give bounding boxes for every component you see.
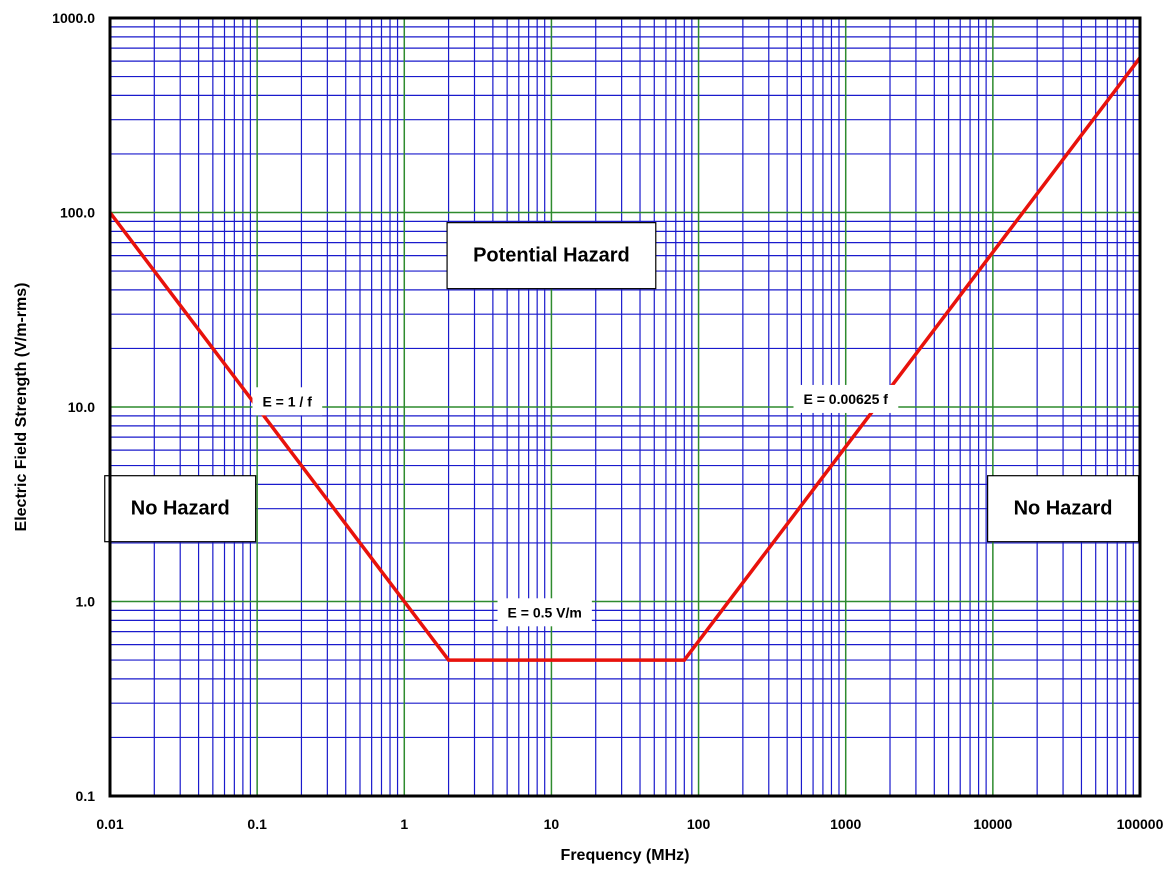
y-tick-label: 1.0 bbox=[76, 594, 96, 610]
x-tick-label: 100000 bbox=[1117, 816, 1164, 832]
equation-label-bg bbox=[497, 598, 592, 627]
y-tick-label: 1000.0 bbox=[52, 10, 95, 26]
y-axis-title: Electric Field Strength (V/m-rms) bbox=[13, 283, 30, 532]
equation-label-bg bbox=[793, 384, 899, 413]
region-label: Potential Hazard bbox=[446, 222, 657, 290]
region-label-box bbox=[446, 222, 657, 290]
y-tick-label: 10.0 bbox=[68, 399, 95, 415]
region-label-text: No Hazard bbox=[1014, 498, 1113, 520]
region-label-box bbox=[987, 475, 1140, 543]
x-tick-label: 1 bbox=[400, 816, 408, 832]
x-axis-title: Frequency (MHz) bbox=[561, 847, 690, 864]
region-label: No Hazard bbox=[104, 475, 257, 543]
region-label: No Hazard bbox=[987, 475, 1140, 543]
x-tick-label: 10000 bbox=[973, 816, 1012, 832]
y-tick-label: 100.0 bbox=[60, 205, 95, 221]
x-tick-label: 0.1 bbox=[247, 816, 267, 832]
equation-label: E = 0.5 V/m bbox=[497, 598, 592, 627]
equation-label-text: E = 0.5 V/m bbox=[508, 604, 582, 620]
region-label-text: No Hazard bbox=[131, 498, 230, 520]
x-tick-label: 100 bbox=[687, 816, 711, 832]
annotation-layer: Potential Hazard No Hazard No Hazard E = 1 … bbox=[104, 222, 1140, 627]
x-tick-labels: 0.01 0.1 1 10 100 1000 10000 100000 bbox=[96, 816, 1163, 832]
region-label-box bbox=[104, 475, 257, 543]
equation-label: E = 1 / f bbox=[252, 387, 323, 416]
x-tick-label: 10 bbox=[544, 816, 560, 832]
plot-border bbox=[108, 16, 1142, 798]
x-tick-label: 0.01 bbox=[96, 816, 123, 832]
equation-label-text: E = 1 / f bbox=[262, 393, 312, 409]
region-label-text: Potential Hazard bbox=[473, 245, 630, 267]
equation-label-text: E = 0.00625 f bbox=[803, 391, 888, 407]
equation-label: E = 0.00625 f bbox=[793, 384, 899, 413]
y-tick-labels: 0.1 1.0 10.0 100.0 1000.0 bbox=[52, 10, 95, 804]
x-tick-label: 1000 bbox=[830, 816, 861, 832]
series-layer bbox=[108, 56, 1142, 662]
equation-label-bg bbox=[252, 387, 323, 416]
series-line bbox=[108, 56, 1142, 662]
y-tick-label: 0.1 bbox=[76, 788, 96, 804]
